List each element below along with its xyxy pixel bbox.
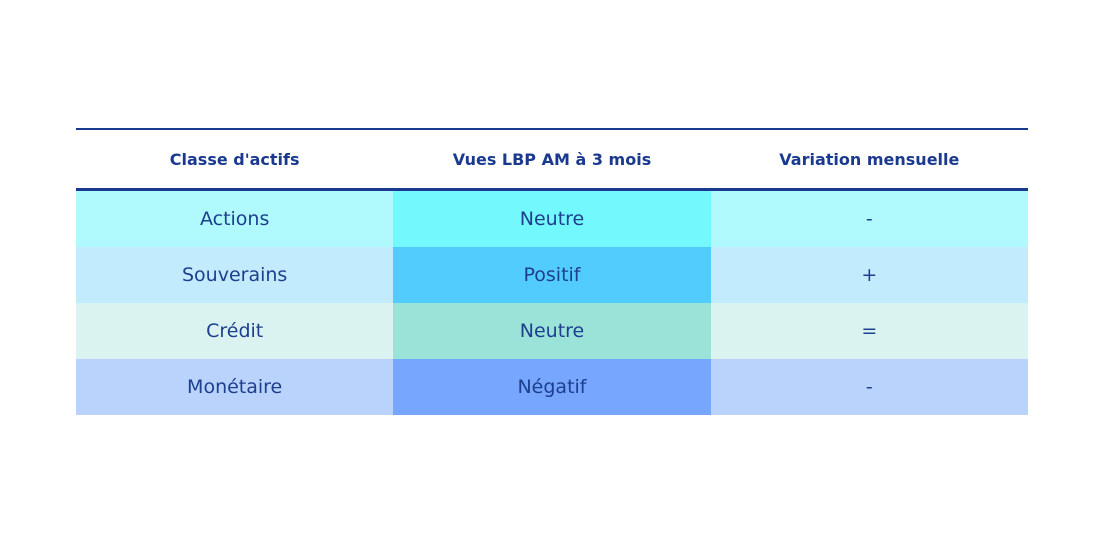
header-cell: Vues LBP AM à 3 mois	[393, 128, 711, 191]
table-cell: Souverains	[76, 247, 394, 303]
table-cell: Monétaire	[76, 359, 394, 415]
table-cell: =	[710, 303, 1028, 359]
table-cell: -	[710, 189, 1028, 247]
table-body: Actions Neutre - Souverains Positif + Crédit Ne…	[76, 189, 1028, 415]
table-cell: Neutre	[393, 189, 711, 247]
header-cell: Classe d'actifs	[76, 128, 394, 191]
table-cell: Neutre	[393, 303, 711, 359]
table-cell: Actions	[76, 189, 394, 247]
table-row: Crédit Neutre =	[76, 303, 1028, 359]
table-cell: Positif	[393, 247, 711, 303]
table-cell: Négatif	[393, 359, 711, 415]
header-cell: Variation mensuelle	[710, 128, 1028, 191]
asset-table: Classe d'actifs Vues LBP AM à 3 mois Var…	[76, 128, 1028, 415]
table-cell: -	[710, 359, 1028, 415]
table-cell: +	[710, 247, 1028, 303]
table-cell: Crédit	[76, 303, 394, 359]
table-row: Monétaire Négatif -	[76, 359, 1028, 415]
table-row: Souverains Positif +	[76, 247, 1028, 303]
header-row: Classe d'actifs Vues LBP AM à 3 mois Var…	[76, 128, 1028, 191]
table-row: Actions Neutre -	[76, 189, 1028, 247]
